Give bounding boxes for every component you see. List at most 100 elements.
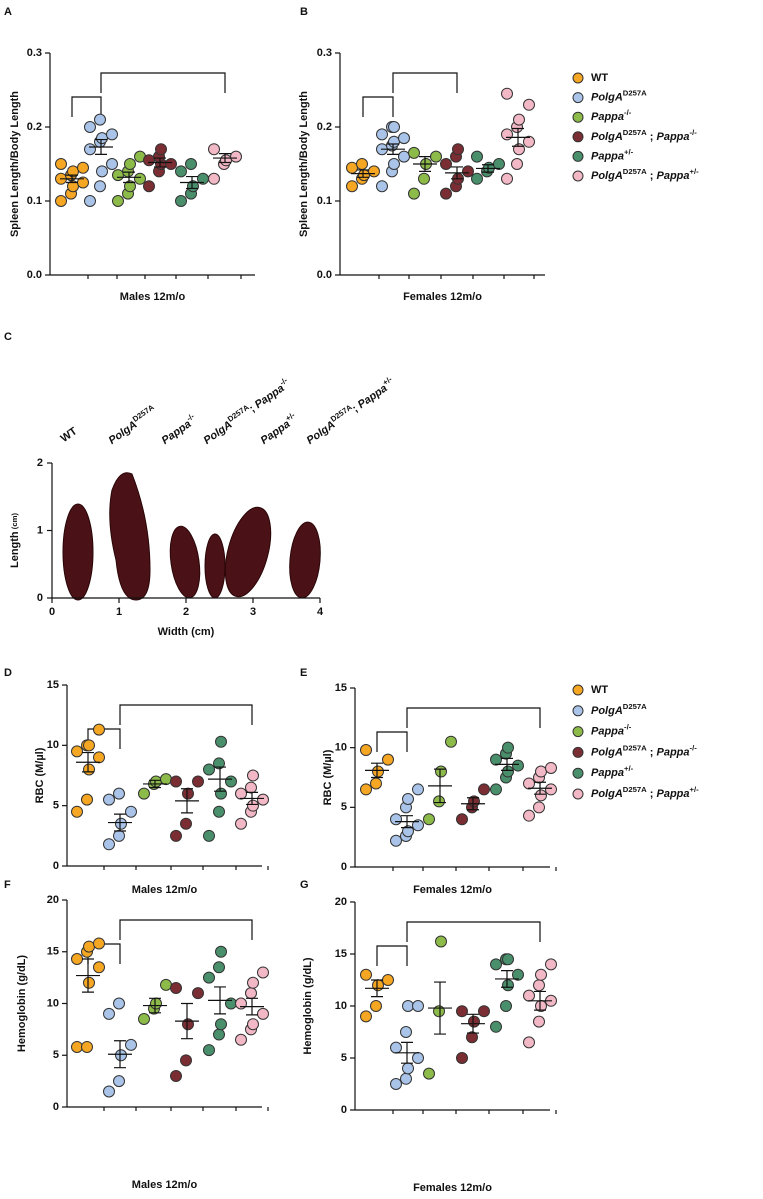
text-part: PolgA	[591, 746, 623, 758]
data-point	[225, 775, 237, 788]
data-point	[440, 158, 452, 170]
data-point	[170, 829, 182, 842]
data-point	[390, 813, 402, 826]
data-point	[493, 158, 505, 170]
data-point	[456, 1052, 468, 1064]
data-point	[84, 121, 96, 133]
text-part: D257A	[623, 785, 647, 794]
spleen	[169, 525, 201, 599]
data-point	[346, 161, 358, 174]
data-point	[418, 172, 430, 185]
data-point	[113, 997, 125, 1010]
y-tick-label: 0.0	[27, 269, 42, 281]
significance-bracket	[376, 945, 408, 966]
y-tick-label: 20	[47, 894, 59, 906]
y-tick-label: 10	[335, 742, 347, 754]
y-tick-label: 1	[37, 524, 43, 536]
data-point	[423, 813, 435, 826]
data-point	[390, 834, 402, 847]
data-point	[77, 161, 89, 174]
data-point	[93, 723, 105, 736]
error-bar	[501, 757, 513, 771]
y-axis-label: Spleen Length/Body Length	[9, 91, 21, 237]
legend-marker	[572, 72, 584, 84]
text-part: -/-	[624, 722, 632, 731]
data-point	[466, 1031, 478, 1044]
error-bar	[434, 981, 446, 1035]
sample-label: WT	[59, 425, 80, 445]
y-axis-label: Hemoglobin (g/dL)	[302, 957, 314, 1054]
text-part: Pappa	[657, 170, 690, 182]
x-axis-label: Males 12m/o	[132, 1179, 198, 1191]
y-tick-label: 0.3	[317, 47, 332, 59]
significance-bracket	[406, 707, 541, 728]
data-point	[93, 751, 105, 764]
data-point	[103, 838, 115, 851]
spleen	[109, 472, 151, 601]
error-bar	[434, 768, 446, 804]
data-point	[511, 158, 523, 170]
y-tick-label: 15	[47, 946, 59, 958]
data-point	[502, 765, 514, 778]
data-point	[94, 113, 106, 126]
data-point	[501, 128, 513, 141]
data-point	[435, 935, 447, 948]
data-point	[452, 143, 464, 156]
data-point	[165, 158, 177, 170]
error-bar	[371, 762, 383, 779]
data-point	[360, 783, 372, 796]
error-bar	[219, 153, 231, 164]
data-point	[143, 154, 155, 167]
text-part: ;	[647, 131, 657, 143]
data-point	[203, 1044, 215, 1057]
legend-label: PolgAD257A ; Pappa-/-	[591, 127, 697, 142]
data-point	[71, 952, 83, 965]
legend-label: PolgAD257A ; Pappa-/-	[591, 743, 697, 758]
panel-letter: A	[4, 6, 12, 18]
x-tick-label: 0	[49, 606, 55, 618]
panel-letter: C	[4, 331, 12, 343]
text-part: ;	[647, 170, 657, 182]
data-point	[96, 132, 108, 145]
data-point	[213, 961, 225, 974]
data-point	[423, 1067, 435, 1080]
data-point	[257, 793, 269, 806]
data-point	[535, 968, 547, 981]
data-point	[230, 150, 242, 163]
y-tick-label: 0.3	[27, 47, 42, 59]
data-point	[402, 1000, 414, 1012]
error-bar	[419, 156, 431, 172]
data-point	[400, 1072, 412, 1085]
data-point	[400, 1026, 412, 1038]
x-tick-label: 3	[250, 606, 256, 618]
spleen	[62, 503, 94, 601]
text-part: -/-	[185, 411, 196, 423]
data-point	[175, 195, 187, 207]
y-tick-label: 0.1	[27, 195, 42, 207]
data-point	[103, 1007, 115, 1020]
error-bar	[123, 171, 135, 184]
data-point	[83, 976, 95, 989]
sample-label: Pappa+/-	[257, 410, 301, 447]
y-tick-label: 10	[335, 1000, 347, 1012]
data-point	[356, 158, 368, 170]
panel-letter: D	[4, 667, 12, 679]
error-bar	[467, 797, 479, 811]
panel-letter: B	[300, 6, 308, 18]
data-point	[490, 783, 502, 796]
legend-label: PolgAD257A	[591, 701, 647, 716]
data-point	[372, 979, 384, 992]
data-point	[247, 976, 259, 989]
y-tick-label: 15	[47, 679, 59, 691]
data-point	[468, 1015, 480, 1028]
y-axis-label: Hemoglobin (g/dL)	[16, 955, 28, 1052]
significance-bracket	[119, 919, 253, 940]
data-point	[170, 775, 182, 788]
text-part: D257A	[623, 127, 647, 136]
legend-label: Pappa-/-	[591, 108, 632, 123]
data-point	[382, 974, 394, 986]
significance-bracket	[406, 921, 541, 942]
data-point	[376, 128, 388, 141]
legend-marker	[572, 111, 584, 123]
x-axis-label: Females 12m/o	[413, 884, 492, 896]
